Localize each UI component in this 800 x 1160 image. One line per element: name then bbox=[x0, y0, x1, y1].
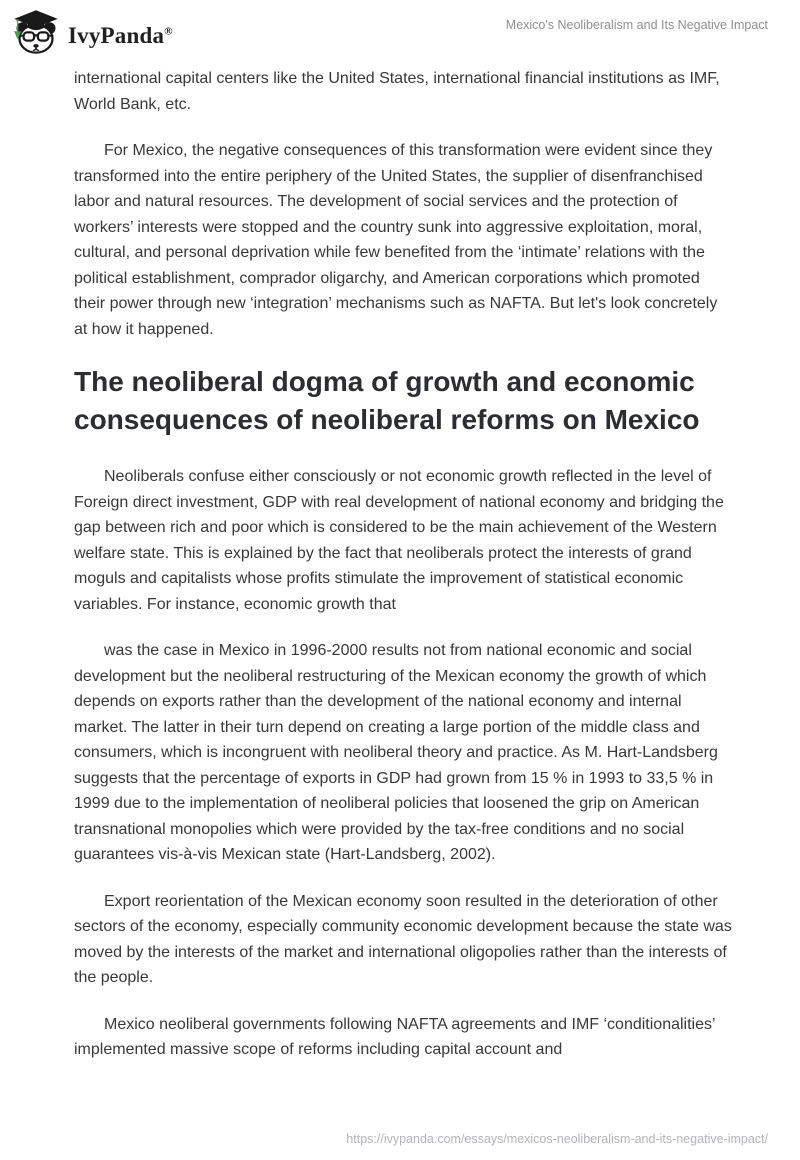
paragraph: Neoliberals confuse either consciously o… bbox=[74, 468, 724, 613]
paragraph: was the case in Mexico in 1996-2000 resu… bbox=[74, 642, 718, 863]
paragraph: Export reorientation of the Mexican econ… bbox=[74, 892, 732, 987]
source-url-link[interactable]: https://ivypanda.com/essays/mexicos-neol… bbox=[346, 1132, 768, 1146]
registered-trademark-symbol: ® bbox=[164, 24, 173, 37]
panda-graduate-icon bbox=[12, 8, 60, 56]
article-body: international capital centers like the U… bbox=[74, 66, 732, 1063]
ivypanda-logo: IvyPanda® bbox=[12, 8, 173, 56]
section-heading: The neoliberal dogma of growth and econo… bbox=[74, 366, 700, 435]
document-title: Mexico's Neoliberalism and Its Negative … bbox=[505, 18, 768, 32]
paragraph: Mexico neoliberal governments following … bbox=[74, 1015, 715, 1059]
paragraph: For Mexico, the negative consequences of… bbox=[74, 142, 718, 338]
logo-wordmark: IvyPanda® bbox=[68, 22, 173, 48]
paragraph: international capital centers like the U… bbox=[74, 70, 720, 113]
page-header: IvyPanda® Mexico's Neoliberalism and Its… bbox=[0, 0, 800, 62]
